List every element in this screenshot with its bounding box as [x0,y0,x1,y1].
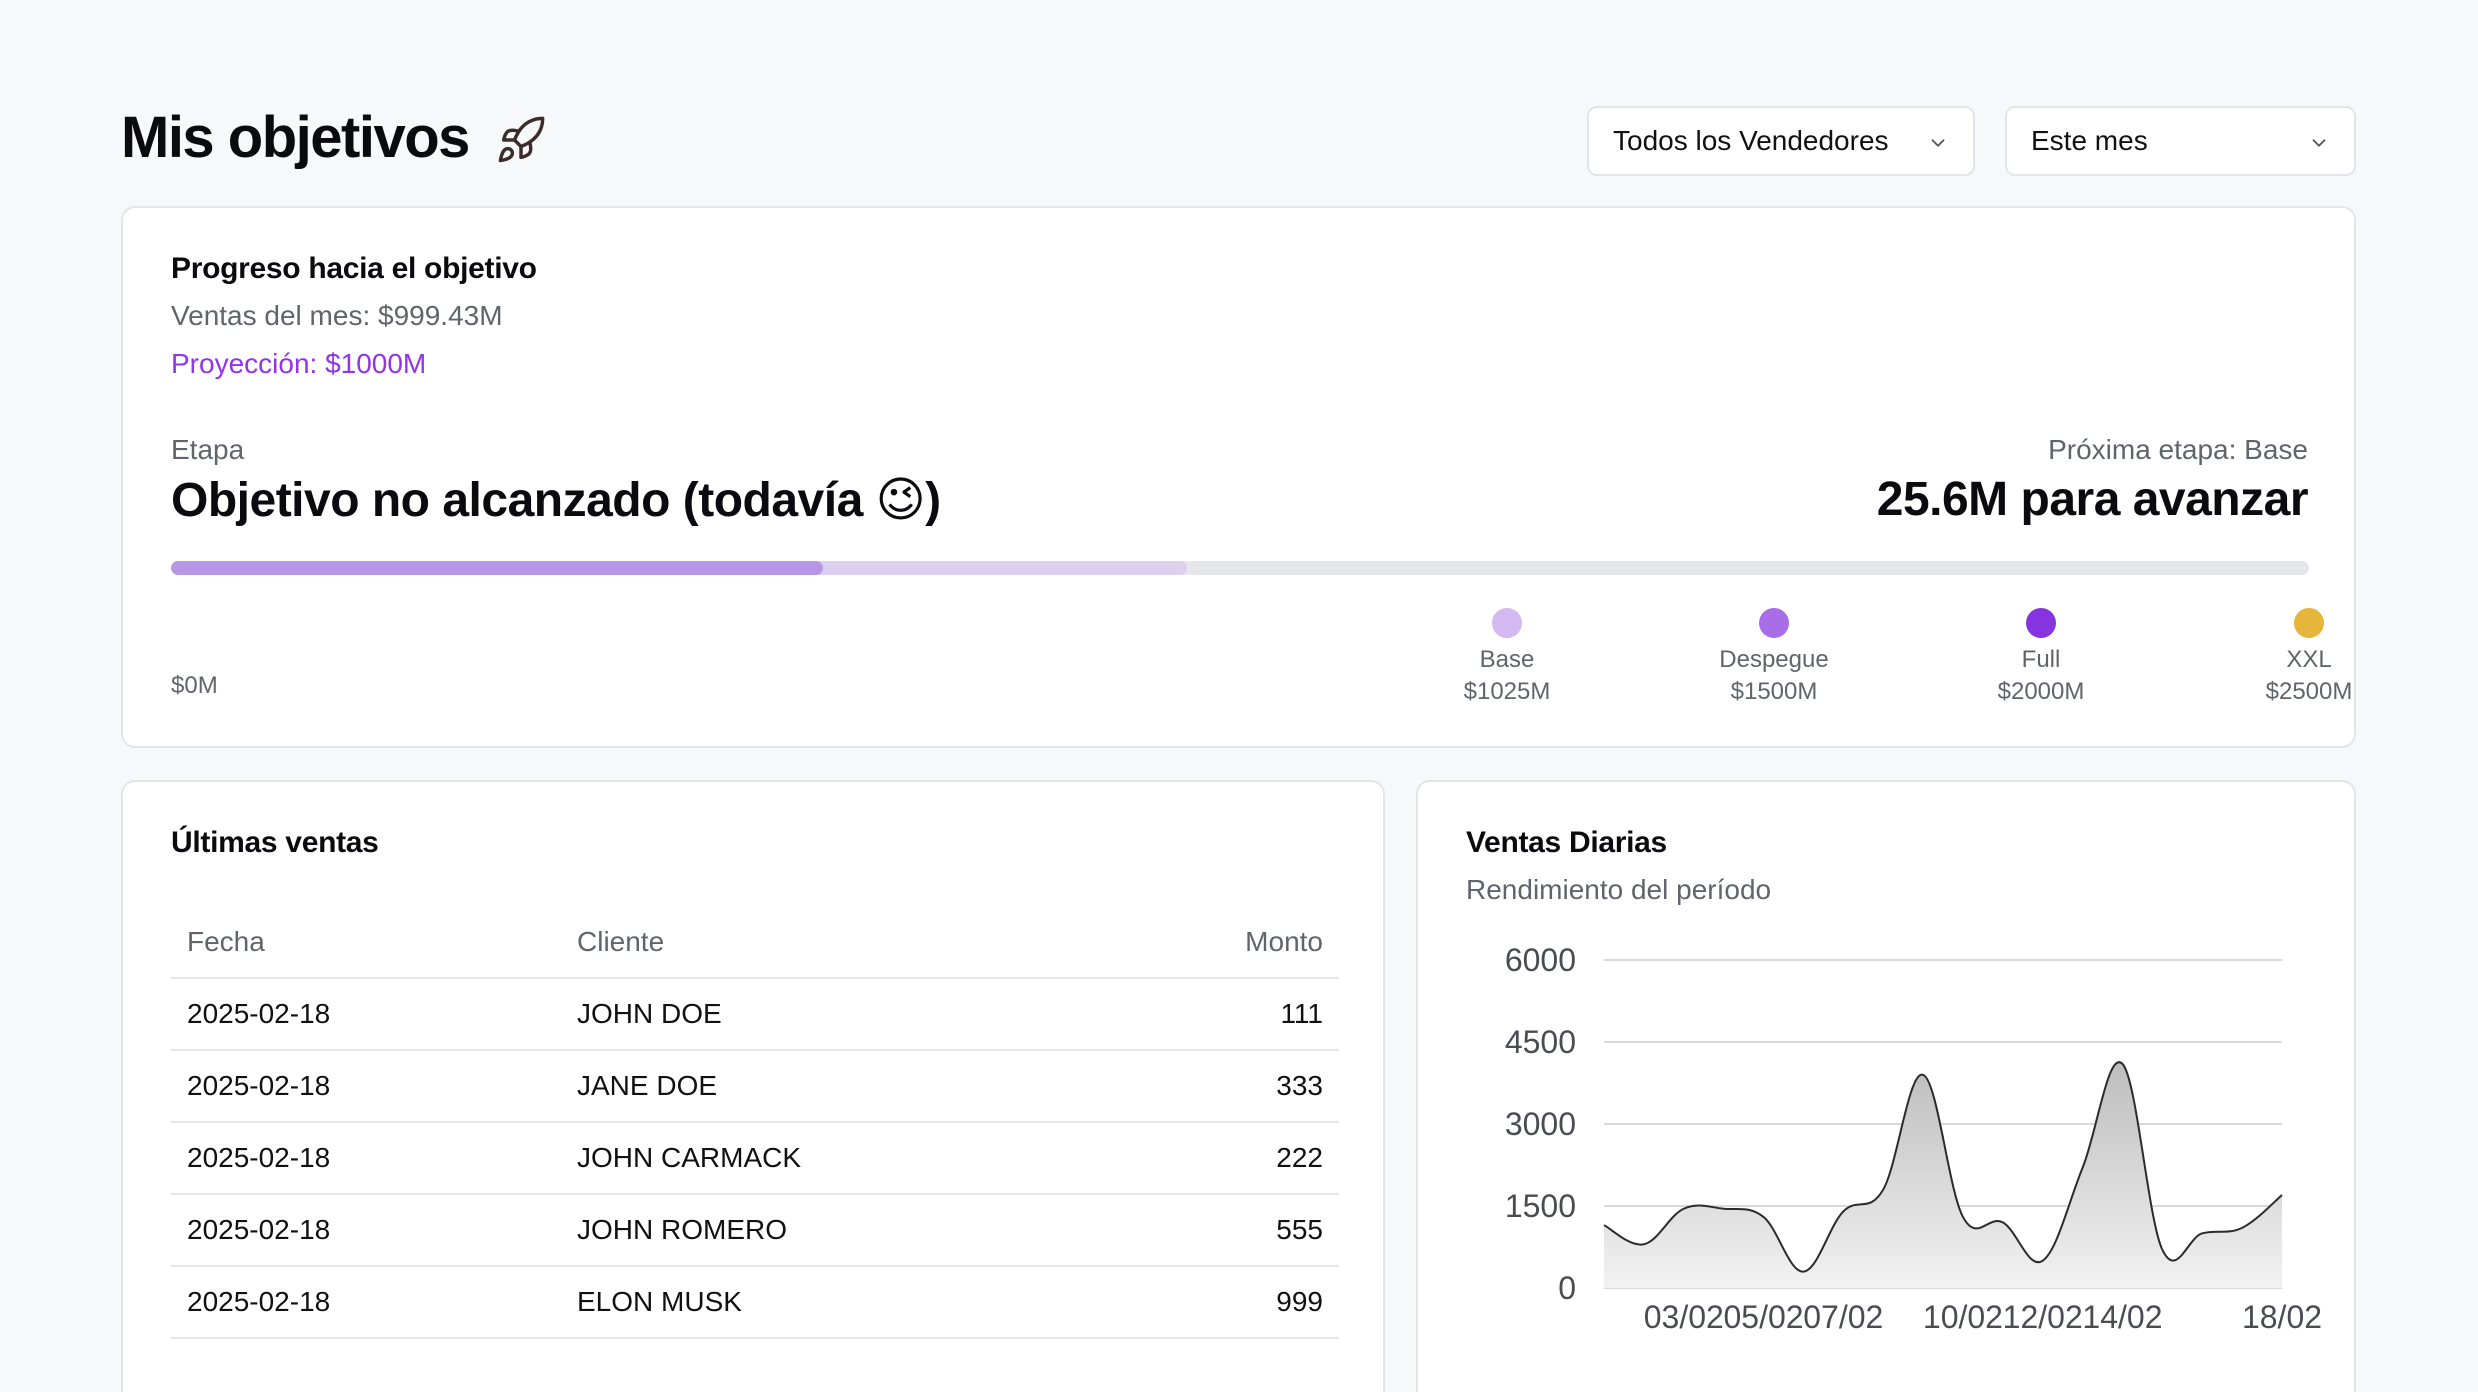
chevron-down-icon [1931,139,1945,147]
chart-area [1604,1062,2282,1288]
cell-monto: 222 [1121,1122,1339,1195]
cell-monto: 333 [1121,1050,1339,1123]
chart-line [1603,1061,2283,1273]
zero-label: $0M [171,672,218,699]
milestone-dot [2294,608,2324,638]
x-tick-label: 14/02 [2082,1299,2162,1335]
cell-cliente: ELON MUSK [561,1266,1121,1339]
column-header-monto: Monto [1121,906,1339,979]
projection: Proyección: $1000M [171,348,427,379]
next-stage-value: 25.6M para avanzar [1876,473,2309,526]
milestone-dot [1492,608,1522,638]
milestone-value: $2500M [2265,678,2353,705]
milestone-value: $1500M [1730,678,1818,705]
x-tick-label: 12/02 [2003,1299,2083,1335]
x-tick-label: 10/02 [1923,1299,2003,1335]
progress-bar-fill [171,561,824,575]
daily-sales-subtitle: Rendimiento del período [1466,874,1772,905]
x-tick-label: 03/02 [1644,1299,1724,1335]
cell-monto: 555 [1121,1194,1339,1267]
stage-value: Objetivo no alcanzado (todavía 😉) [171,474,941,527]
milestone-value: $2000M [1997,678,2085,705]
chart-x-axis: 03/02 05/02 07/02 10/02 12/02 14/02 18/02 [1644,1299,2322,1335]
table-row: 2025-02-18 JOHN DOE 111 [171,978,1339,1051]
cell-fecha: 2025-02-18 [171,978,561,1051]
period-select[interactable]: Este mes [2005,106,2356,176]
page-header: Mis objetivos Todos los Vendedores Este … [121,100,2356,180]
next-stage-label: Próxima etapa: Base [2048,434,2308,465]
table-row: 2025-02-18 ELON MUSK 999 [171,1266,1339,1339]
daily-sales-card: Ventas Diarias Rendimiento del período 0… [1416,780,2356,1392]
table-header-row: Fecha Cliente Monto [171,906,1339,979]
rocket-icon [498,116,545,163]
stage-label: Etapa [171,434,245,465]
cell-fecha: 2025-02-18 [171,1266,561,1339]
sellers-select[interactable]: Todos los Vendedores [1587,106,1975,176]
x-tick-label: 05/02 [1723,1299,1803,1335]
chevron-down-icon [2312,139,2326,147]
milestone-base: Base $1025M [1407,608,1607,708]
cell-cliente: JOHN CARMACK [561,1122,1121,1195]
cell-cliente: JANE DOE [561,1050,1121,1123]
milestone-dot [1759,608,1789,638]
cell-monto: 999 [1121,1266,1339,1339]
y-tick-label: 3000 [1505,1106,1576,1142]
milestone-despegue: Despegue $1500M [1674,608,1874,708]
cell-cliente: JOHN ROMERO [561,1194,1121,1267]
daily-sales-chart: 0 1500 3000 4500 6000 03/02 05/02 07/02 10/02 12… [1505,942,2322,1335]
column-header-fecha: Fecha [171,906,561,979]
column-header-cliente: Cliente [561,906,1121,979]
y-tick-label: 1500 [1505,1188,1576,1224]
cell-monto: 111 [1121,978,1339,1051]
cell-fecha: 2025-02-18 [171,1194,561,1267]
milestone-name: Base [1479,646,1535,673]
table-row: 2025-02-18 JOHN ROMERO 555 [171,1194,1339,1267]
daily-sales-title: Ventas Diarias [1466,826,1667,859]
y-tick-label: 6000 [1505,942,1576,978]
sellers-select-value: Todos los Vendedores [1613,125,1889,156]
latest-sales-table: Fecha Cliente Monto 2025-02-18 JOHN DOE … [171,906,1339,1339]
table-row: 2025-02-18 JOHN CARMACK 222 [171,1122,1339,1195]
milestone-dot [2026,608,2056,638]
milestone-value: $1025M [1463,678,1551,705]
y-tick-label: 0 [1558,1270,1576,1306]
cell-fecha: 2025-02-18 [171,1050,561,1123]
milestone-name: Despegue [1719,646,1829,673]
cell-fecha: 2025-02-18 [171,1122,561,1195]
chart-y-axis: 0 1500 3000 4500 6000 [1505,942,1576,1306]
milestone-name: XXL [2286,646,2332,673]
page-title: Mis objetivos [121,105,470,170]
milestone-name: Full [2021,646,2061,673]
x-tick-label: 18/02 [2242,1299,2322,1335]
progress-title: Progreso hacia el objetivo [171,252,537,285]
milestone-full: Full $2000M [1941,608,2141,708]
y-tick-label: 4500 [1505,1024,1576,1060]
progress-bar [171,561,2309,575]
latest-sales-title: Últimas ventas [171,826,379,859]
period-select-value: Este mes [2031,125,2148,156]
table-row: 2025-02-18 JANE DOE 333 [171,1050,1339,1123]
progress-card: Progreso hacia el objetivo Ventas del me… [121,206,2356,748]
monthly-sales: Ventas del mes: $999.43M [171,300,503,331]
milestone-xxl: XXL $2500M [2209,608,2409,708]
cell-cliente: JOHN DOE [561,978,1121,1051]
latest-sales-card: Últimas ventas Fecha Cliente Monto 2025-… [121,780,1385,1392]
x-tick-label: 07/02 [1803,1299,1883,1335]
